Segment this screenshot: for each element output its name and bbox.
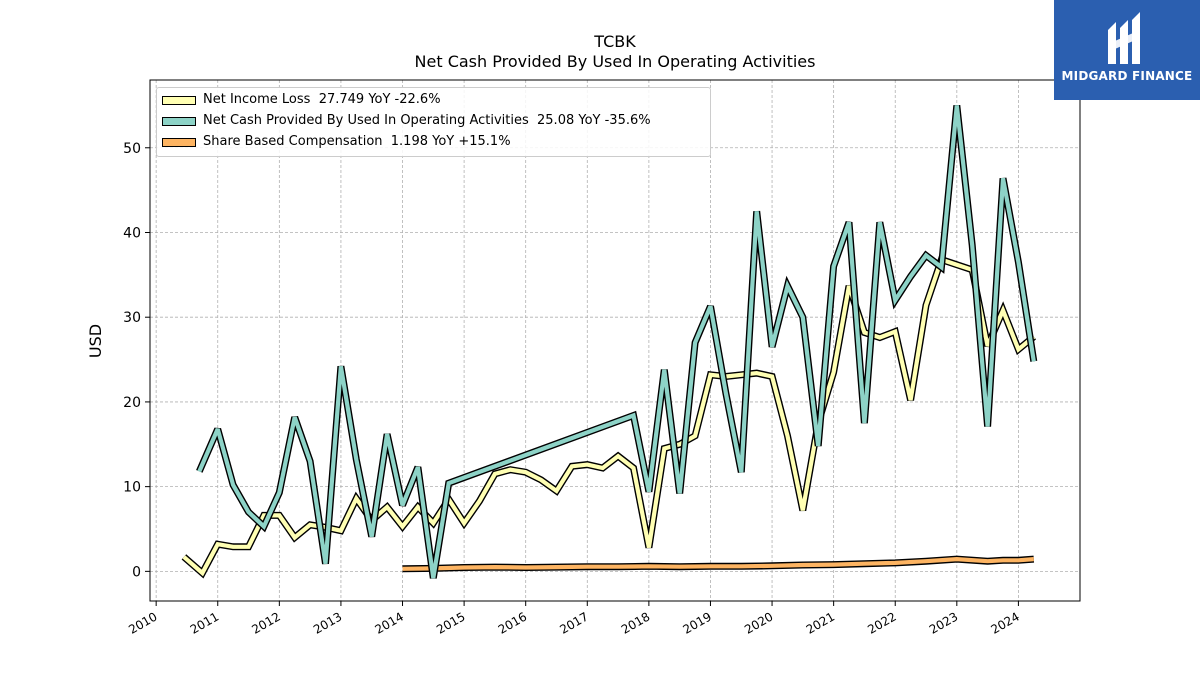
legend-item-operating-cash: Net Cash Provided By Used In Operating A…: [157, 112, 710, 132]
legend-label-operating-cash: Net Cash Provided By Used In Operating A…: [203, 113, 651, 128]
x-tick-label: 2018: [619, 609, 652, 636]
chart-legend: Net Income Loss 27.749 YoY -22.6% Net Ca…: [156, 87, 711, 157]
legend-item-share-comp: Share Based Compensation 1.198 YoY +15.1…: [157, 133, 710, 153]
y-tick-label: 30: [123, 310, 141, 326]
y-tick-label: 20: [123, 395, 141, 411]
x-tick-label: 2013: [311, 609, 344, 636]
x-tick-label: 2010: [126, 609, 159, 636]
series-line-net-income-loss: [182, 256, 1036, 577]
series-line-share-based-compensation: [402, 556, 1034, 571]
chart-subtitle: Net Cash Provided By Used In Operating A…: [414, 52, 816, 71]
brand-logo-box: MIDGARD FINANCE: [1054, 0, 1200, 100]
legend-swatch-share-comp: [162, 138, 196, 147]
x-tick-label: 2015: [434, 609, 467, 636]
x-tick-label: 2017: [557, 609, 590, 636]
chart-title: TCBK: [594, 32, 636, 51]
series-line-net-cash-provided-by-used-in-operating-activities: [197, 105, 1036, 579]
x-tick-label: 2014: [373, 609, 406, 636]
legend-item-net-income: Net Income Loss 27.749 YoY -22.6%: [157, 91, 710, 111]
midgard-logo-icon: [1108, 12, 1140, 64]
x-tick-label: 2021: [804, 609, 837, 636]
y-tick-label: 10: [123, 480, 141, 496]
x-tick-label: 2019: [681, 609, 714, 636]
x-tick-label: 2012: [249, 609, 282, 636]
x-tick-label: 2016: [496, 609, 529, 636]
series-outline-net-cash-provided-by-used-in-operating-activities: [196, 105, 1038, 579]
y-axis-label: USD: [86, 324, 105, 358]
brand-name: MIDGARD FINANCE: [1061, 69, 1193, 83]
legend-swatch-operating-cash: [162, 117, 196, 126]
plot-frame: [149, 79, 1081, 602]
legend-label-net-income: Net Income Loss 27.749 YoY -22.6%: [203, 92, 441, 107]
y-tick-label: 50: [123, 141, 141, 157]
legend-label-share-comp: Share Based Compensation 1.198 YoY +15.1…: [203, 134, 511, 149]
x-tick-label: 2023: [927, 609, 960, 636]
x-axis: 2010 2011 2012 2013 2014 2015 2016 2017 2018 2019…: [126, 601, 1022, 637]
x-tick-label: 2024: [988, 609, 1021, 636]
legend-swatch-net-income: [162, 96, 196, 105]
grid-lines: [150, 80, 1080, 601]
x-tick-label: 2011: [188, 609, 221, 636]
x-tick-label: 2022: [865, 609, 898, 636]
y-axis: 0 10 20 30 40 50: [123, 141, 150, 580]
series-lines: [181, 105, 1038, 579]
y-tick-label: 40: [123, 225, 141, 241]
x-tick-label: 2020: [742, 609, 775, 636]
y-tick-label: 0: [132, 564, 141, 580]
